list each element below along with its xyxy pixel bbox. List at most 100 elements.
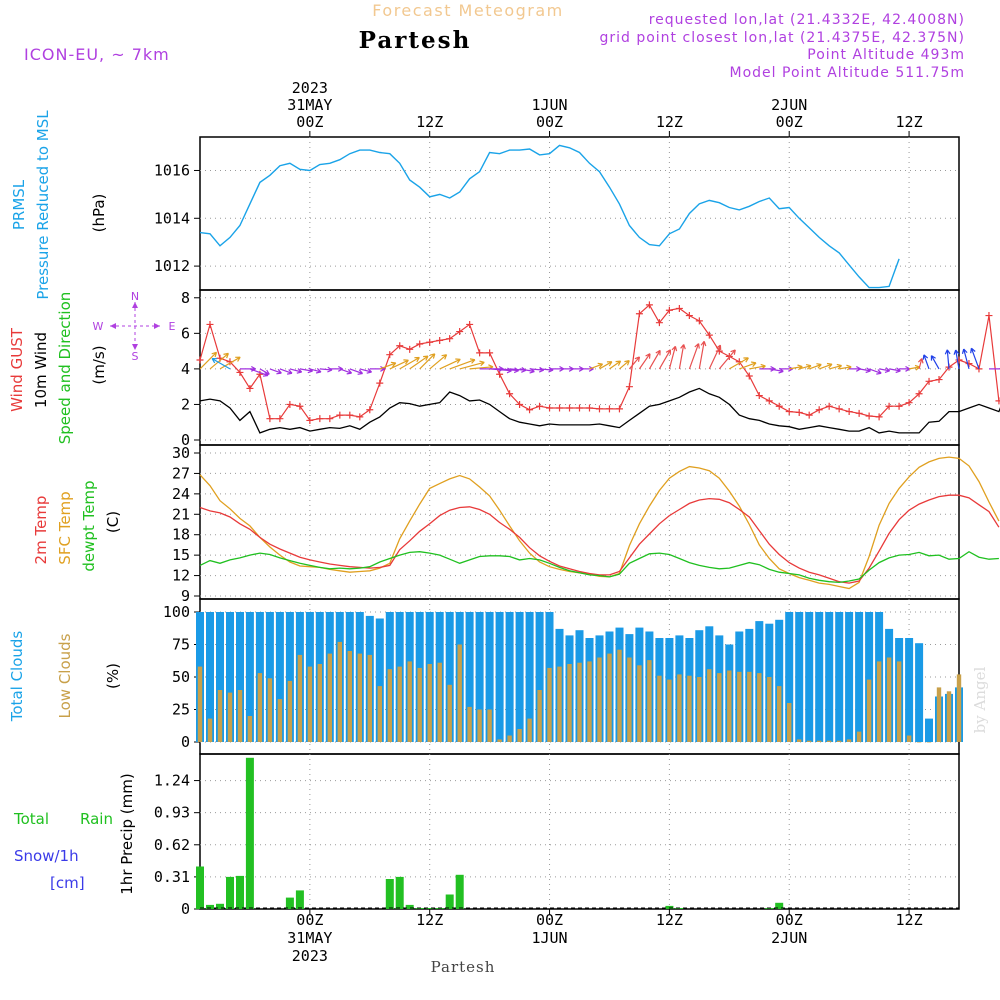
low-cloud-bar [617, 649, 622, 742]
label-sfc-temp: SFC Temp [56, 491, 74, 564]
low-cloud-bar [627, 657, 632, 742]
total-cloud-bar [815, 612, 824, 742]
precip-bar [385, 879, 394, 909]
total-cloud-bar [275, 612, 284, 742]
compass-south: S [132, 350, 139, 363]
total-cloud-bar [265, 612, 274, 742]
y-tick-label-pressure: 1014 [154, 209, 190, 227]
label-total: Total [13, 810, 49, 828]
gust-point [925, 377, 933, 385]
wind-direction-arrow [961, 348, 970, 370]
total-cloud-bar [245, 612, 254, 742]
low-cloud-bar [207, 718, 213, 742]
precip-bar [445, 894, 454, 909]
precip-bar [216, 903, 224, 909]
y-tick-label-temperature: 15 [172, 546, 190, 564]
y-tick-label-wind: 2 [181, 395, 190, 413]
wind-direction-arrow [309, 367, 322, 374]
gust-point [815, 406, 823, 414]
low-cloud-bar [497, 739, 502, 742]
watermark: by Angel [971, 666, 989, 733]
low-cloud-bar [457, 644, 462, 742]
low-cloud-bar [777, 686, 782, 742]
dewpt-temp-line [199, 550, 999, 584]
bottom-time-label: 1JUN [531, 929, 567, 947]
label-hpa: (hPa) [90, 194, 108, 233]
top-time-label: 1JUN [531, 96, 567, 114]
wind-direction-arrow [698, 340, 707, 370]
wind-direction-arrow [409, 355, 429, 370]
gust-point [795, 408, 803, 416]
total-cloud-bar [236, 612, 244, 742]
wind-direction-arrow [211, 358, 231, 370]
wind-direction-arrow [459, 360, 485, 370]
low-cloud-bar [697, 677, 702, 742]
low-cloud-bar [916, 742, 922, 743]
y-tick-label-temperature: 27 [172, 464, 190, 482]
label-speed-direction: Speed and Direction [56, 292, 74, 445]
low-cloud-bar [317, 664, 322, 742]
footer-location: Partesh [431, 958, 496, 976]
total-cloud-bar [825, 612, 834, 742]
low-cloud-bar [397, 666, 402, 742]
low-cloud-bar [337, 641, 342, 742]
low-cloud-bar [507, 735, 512, 742]
gust-point [845, 408, 853, 416]
wind-direction-arrow [708, 344, 722, 370]
total-cloud-bar [855, 612, 864, 742]
wind-direction-arrow [922, 354, 930, 370]
low-cloud-bar [227, 692, 233, 742]
bottom-time-label: 2JUN [771, 929, 807, 947]
low-cloud-bar [587, 661, 592, 742]
wind-direction-arrow [289, 368, 303, 374]
total-cloud-bar [475, 612, 484, 742]
gust-point [326, 415, 334, 423]
low-cloud-bar [707, 669, 712, 742]
gust-point [695, 317, 703, 325]
total-cloud-bar [535, 612, 544, 742]
precip-bar [226, 876, 234, 909]
y-tick-label-precip: 0 [181, 900, 190, 918]
precip-bar [206, 904, 214, 909]
low-cloud-bar [557, 666, 562, 742]
wind-direction-arrow [589, 362, 604, 370]
gust-point [605, 405, 613, 413]
gust-point [556, 404, 564, 412]
top-time-label: 12Z [416, 113, 443, 131]
wind-direction-arrow [808, 363, 822, 370]
y-tick-label-temperature: 18 [172, 526, 190, 544]
low-cloud-bar [846, 739, 852, 742]
low-cloud-bar [247, 716, 253, 742]
gust-point [306, 416, 314, 424]
label-prmsl: PRMSL [10, 179, 28, 230]
total-cloud-bar [465, 612, 474, 742]
y-tick-label-clouds: 0 [181, 733, 190, 751]
label-ms: (m/s) [90, 345, 108, 384]
wind-direction-arrow [829, 363, 843, 370]
low-cloud-bar [467, 706, 472, 742]
low-cloud-bar [547, 667, 552, 742]
low-cloud-bar [667, 679, 672, 742]
wind-direction-arrow [799, 364, 812, 370]
total-cloud-bar [915, 643, 924, 742]
low-cloud-bar [926, 742, 932, 743]
gust-point [446, 335, 454, 343]
requested-coords: requested lon,lat (21.4332E, 42.4008N) [649, 12, 965, 28]
compass-rose: N S W E [93, 290, 176, 363]
total-cloud-bar [795, 612, 804, 742]
total-cloud-bar [835, 612, 844, 742]
low-cloud-bar [856, 731, 862, 742]
top-time-label: 12Z [656, 113, 683, 131]
total-cloud-bar [485, 612, 494, 742]
wind-direction-arrow [944, 349, 951, 369]
precip-bar [775, 902, 784, 909]
top-time-label: 00Z [536, 113, 563, 131]
gust-line [199, 303, 1000, 422]
low-cloud-bar [567, 664, 572, 742]
top-time-label: 00Z [776, 113, 803, 131]
total-cloud-bar [216, 612, 224, 742]
gust-point [266, 415, 274, 423]
gust-point [985, 312, 993, 320]
low-cloud-bar [787, 703, 792, 742]
low-cloud-bar [197, 666, 203, 742]
